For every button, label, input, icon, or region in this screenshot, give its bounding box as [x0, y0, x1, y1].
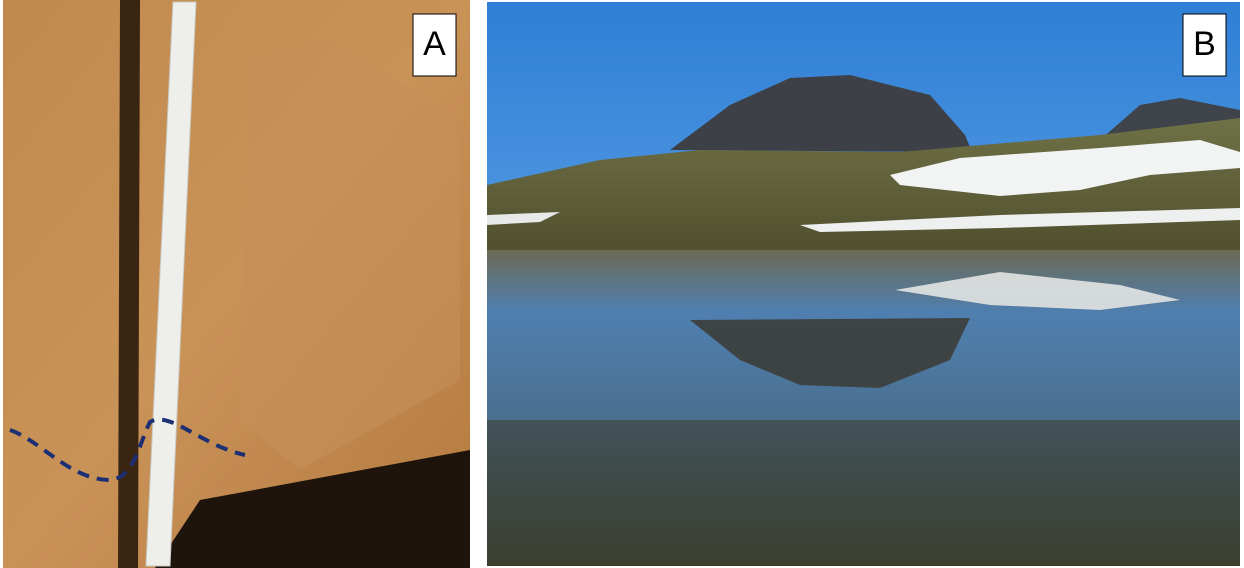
- snow: [800, 208, 1240, 232]
- label-box: [412, 13, 457, 77]
- soil-texture: [240, 40, 460, 470]
- ruler: [145, 1, 197, 567]
- panel-b: B: [487, 2, 1240, 566]
- reflection: [690, 318, 970, 388]
- snow: [890, 140, 1240, 196]
- pond-bottom: [487, 420, 1240, 566]
- snow: [487, 212, 560, 225]
- panel-a: A: [3, 0, 470, 568]
- panel-label: B: [1193, 25, 1216, 63]
- mountain: [670, 75, 972, 152]
- crack-shadow: [118, 0, 140, 568]
- snow-reflection: [895, 272, 1180, 310]
- label-box: [1182, 13, 1227, 77]
- horizon-line: [9, 417, 246, 483]
- shadow: [155, 450, 470, 568]
- panel-label: A: [423, 25, 446, 63]
